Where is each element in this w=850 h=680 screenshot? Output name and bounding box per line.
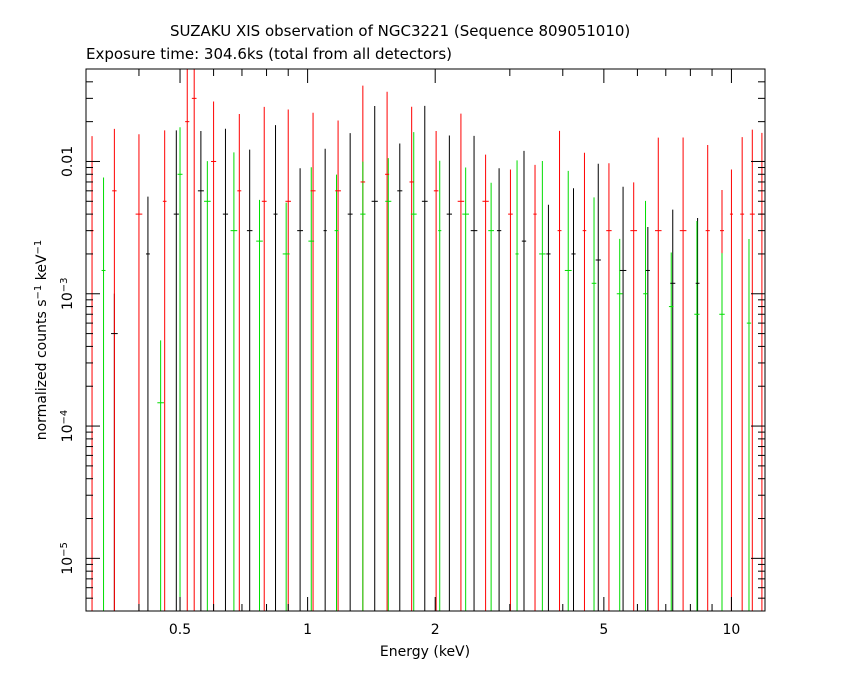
y-tick-label: 10−3: [59, 277, 77, 310]
data-points-layer: [90, 97, 764, 404]
y-tick-label: 0.01: [60, 146, 76, 177]
y-axis-ticks: 0.01 10−3 10−4 10−5: [59, 68, 765, 612]
chart-subtitle: Exposure time: 304.6ks (total from all d…: [86, 45, 453, 63]
x-tick-label: 0.5: [169, 622, 191, 638]
x-tick-label: 1: [303, 622, 312, 638]
error-bars-layer: [91, 69, 763, 611]
x-axis-ticks: 0.5 1 2 5 10: [85, 69, 741, 638]
y-tick-label: 10−4: [59, 410, 77, 443]
x-axis-label: Energy (keV): [380, 644, 470, 660]
x-tick-label: 10: [723, 622, 741, 638]
x-tick-label: 2: [431, 622, 440, 638]
y-tick-label: 10−5: [59, 542, 77, 575]
plot-frame: [85, 68, 766, 612]
x-tick-label: 5: [599, 622, 608, 638]
y-axis-label: normalized counts s−1 keV−1: [33, 240, 51, 441]
chart-title: SUZAKU XIS observation of NGC3221 (Seque…: [170, 22, 631, 40]
